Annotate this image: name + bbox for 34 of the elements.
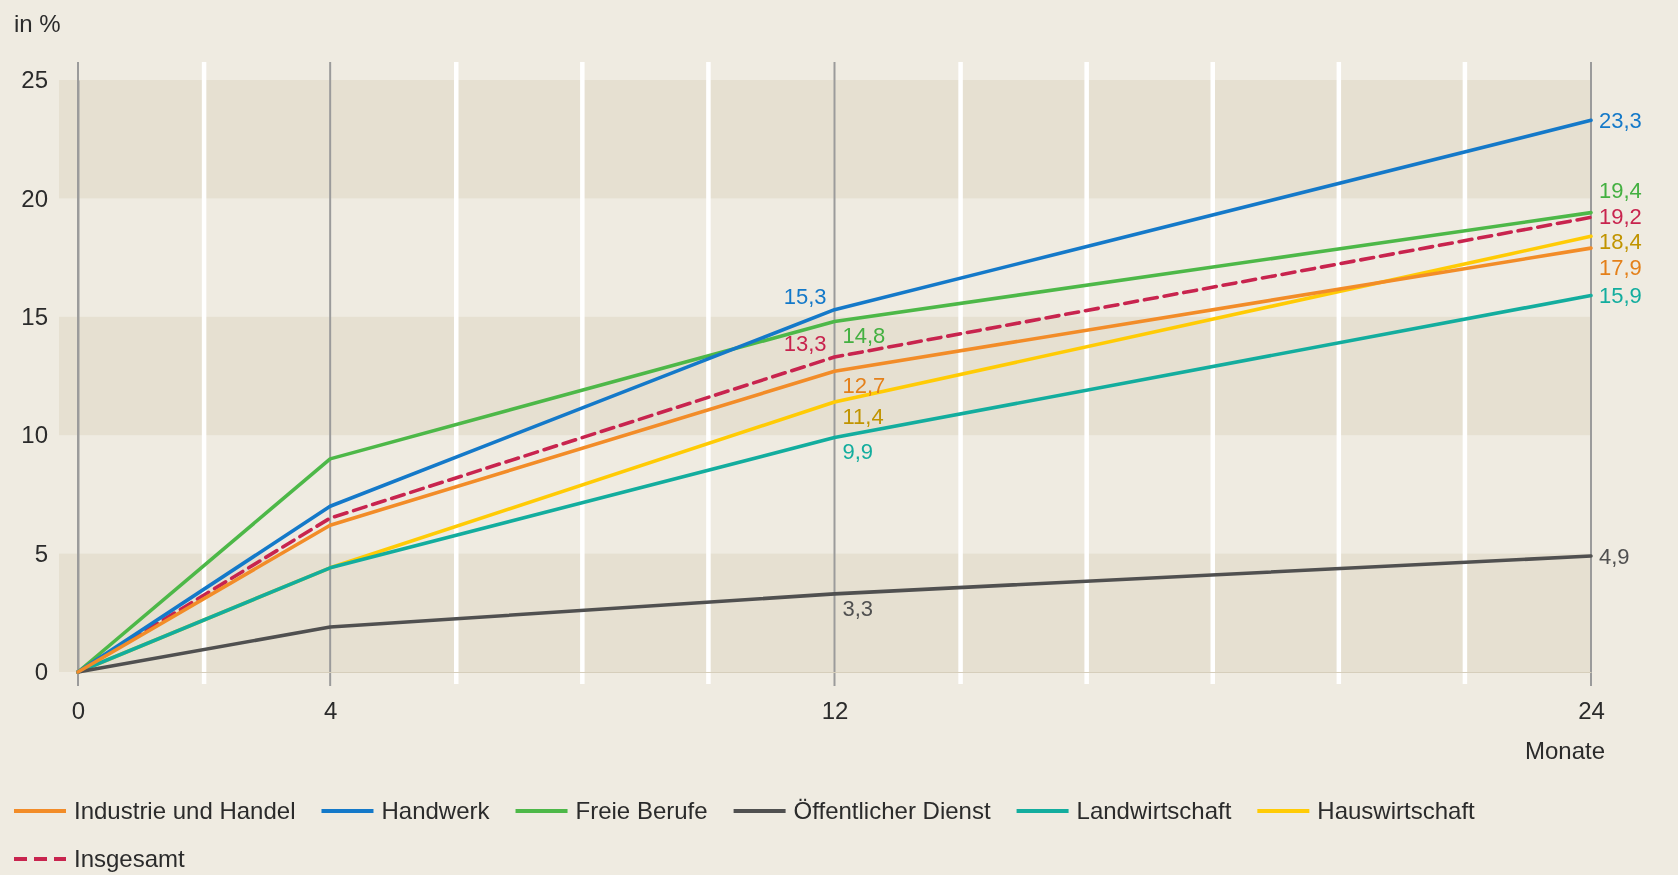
- legend-label: Industrie und Handel: [74, 797, 296, 824]
- data-label: 15,3: [783, 283, 827, 309]
- y-tick-label: 0: [34, 658, 48, 686]
- data-label: 19,2: [1599, 203, 1642, 229]
- legend-label: Landwirtschaft: [1076, 797, 1232, 824]
- y-tick-label: 20: [21, 184, 48, 212]
- y-tick-label: 25: [21, 66, 48, 94]
- legend-label: Öffentlicher Dienst: [793, 797, 991, 824]
- legend-label: Insgesamt: [74, 845, 186, 872]
- data-label: 12,7: [842, 373, 886, 399]
- y-tick-label: 10: [21, 421, 48, 449]
- data-label: 4,9: [1599, 543, 1630, 569]
- y-tick-label: 5: [34, 539, 48, 567]
- data-label: 13,3: [783, 331, 827, 357]
- line-series: [76, 554, 1593, 674]
- y-axis-title: in %: [14, 10, 61, 37]
- data-label: 19,4: [1599, 177, 1642, 203]
- data-label: 9,9: [842, 439, 874, 465]
- data-label: 23,3: [1599, 108, 1642, 134]
- data-label: 14,8: [842, 323, 886, 349]
- x-axis-title: Monate: [1524, 737, 1605, 764]
- x-tick-label: 24: [1578, 697, 1605, 725]
- data-label: 3,3: [842, 595, 874, 621]
- data-label: 17,9: [1599, 255, 1642, 281]
- x-tick-label: 0: [71, 697, 86, 725]
- legend-label: Handwerk: [381, 797, 491, 824]
- data-label: 11,4: [842, 403, 884, 429]
- x-tick-label: 12: [821, 697, 849, 725]
- y-tick-label: 15: [21, 302, 48, 330]
- data-label: 15,9: [1599, 283, 1642, 309]
- legend-label: Freie Berufe: [575, 797, 708, 824]
- legend-label: Hauswirtschaft: [1317, 797, 1476, 824]
- x-tick-label: 4: [323, 697, 338, 725]
- data-label: 18,4: [1599, 229, 1642, 255]
